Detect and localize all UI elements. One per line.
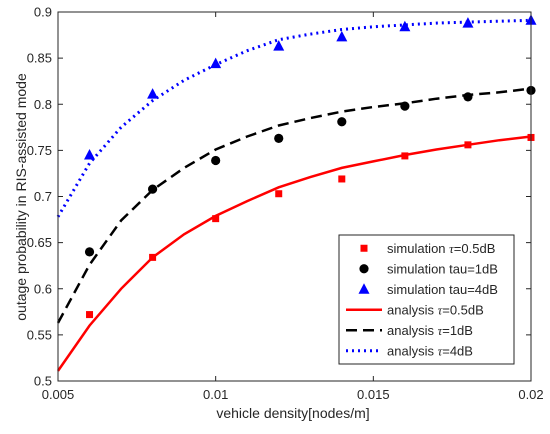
data-point-1-1 [148, 184, 158, 194]
legend-label-symbol: τ [449, 241, 455, 256]
x-tick-label: 0.005 [42, 387, 75, 402]
series-line-4 [56, 87, 532, 324]
legend-label-text: simulation tau=1dB [387, 261, 498, 276]
data-point-2-3 [273, 40, 285, 51]
legend-label-text: simulation tau=4dB [387, 282, 498, 297]
data-point-2-2 [210, 57, 222, 69]
x-tick-label: 0.01 [203, 387, 228, 402]
data-point-0-3 [275, 190, 283, 198]
legend-marker-2 [358, 283, 370, 294]
y-tick-label: 0.75 [27, 143, 52, 158]
data-point-2-4 [336, 30, 348, 42]
legend-label-text: analysis [387, 302, 438, 317]
data-point-2-1 [147, 88, 159, 99]
y-tick-label: 0.55 [27, 327, 52, 342]
data-point-1-3 [274, 133, 284, 143]
y-tick-label: 0.85 [27, 51, 52, 66]
data-point-2-6 [462, 17, 474, 28]
legend-label-text: analysis [387, 323, 438, 338]
data-point-0-6 [464, 141, 472, 149]
data-point-0-0 [86, 311, 94, 319]
data-point-0-5 [401, 152, 409, 160]
data-point-1-6 [463, 92, 473, 102]
axes: 0.005 0.01 0.015 0.02 0.5 0.55 0.6 0.65 0.7 0.75 0… [27, 5, 544, 403]
legend-label-5: analysis τ=4dB [387, 343, 473, 358]
legend-label-2: simulation tau=4dB [387, 282, 498, 297]
legend-label-text: =1dB [442, 323, 473, 338]
legend-label-4: analysis τ=1dB [387, 323, 473, 338]
y-tick-label: 0.6 [34, 281, 52, 296]
data-point-1-0 [84, 247, 95, 257]
legend-label-text: simulation [387, 241, 449, 256]
y-tick-label: 0.8 [34, 97, 52, 112]
data-point-0-1 [149, 253, 157, 261]
legend-label-0: simulation τ=0.5dB [387, 241, 495, 256]
legend-marker-0 [360, 244, 368, 252]
y-tick-label: 0.5 [34, 374, 52, 389]
legend-label-symbol: τ [438, 302, 444, 317]
data-point-0-2 [212, 215, 220, 223]
legend-label-text: =0.5dB [454, 241, 496, 256]
data-point-2-0 [84, 148, 96, 160]
legend-label-text: analysis [387, 343, 438, 358]
data-point-2-5 [399, 20, 411, 32]
data-point-0-4 [338, 175, 346, 183]
x-axis-label: vehicle density[nodes/m] [216, 405, 369, 421]
plot-area [56, 14, 537, 372]
data-point-1-5 [400, 101, 410, 111]
series-line-3 [56, 135, 532, 372]
legend-label-symbol: τ [438, 343, 444, 358]
legend-label-symbol: τ [438, 323, 444, 338]
legend-label-text: =0.5dB [442, 302, 484, 317]
legend-marker-1 [359, 264, 369, 274]
x-tick-label: 0.02 [518, 387, 543, 402]
y-tick-label: 0.7 [34, 189, 52, 204]
x-tick-label: 0.015 [357, 387, 390, 402]
series-line-5 [56, 18, 532, 218]
legend-label-1: simulation tau=1dB [387, 261, 498, 276]
legend-label-text: =4dB [442, 343, 473, 358]
y-tick-label: 0.65 [27, 235, 52, 250]
data-point-1-2 [211, 155, 221, 166]
y-axis-label: outage probability in RIS-assisted mode [13, 73, 29, 321]
y-tick-label: 0.9 [34, 5, 52, 20]
data-point-1-4 [337, 117, 347, 127]
legend-label-3: analysis τ=0.5dB [387, 302, 484, 317]
legend-box [338, 234, 515, 365]
